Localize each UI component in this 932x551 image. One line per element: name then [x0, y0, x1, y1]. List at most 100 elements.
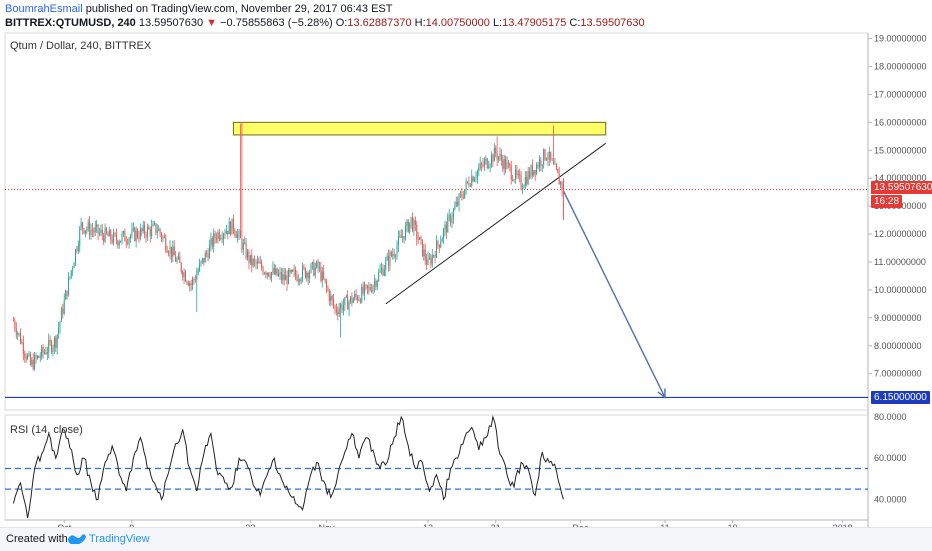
candle-body — [242, 242, 244, 250]
candle-body — [65, 290, 67, 300]
candle-body — [364, 284, 366, 294]
candle-body — [306, 272, 308, 278]
candle-body — [499, 153, 501, 157]
candle-body — [510, 166, 512, 180]
candle-body — [441, 238, 443, 243]
candle-body — [165, 237, 167, 251]
candle-body — [120, 240, 122, 243]
candle-body — [557, 169, 559, 173]
candle-body — [14, 320, 16, 329]
symbol-label: BITTREX:QTUMUSD, 240 — [5, 17, 136, 29]
change-arrow-icon: ▼ — [206, 17, 218, 29]
close-label: C: — [569, 17, 581, 29]
candle-body — [331, 295, 333, 300]
author-link[interactable]: BoumrahEsmail — [5, 3, 83, 15]
candle-body — [62, 308, 64, 314]
chart-title: Qtum / Dollar, 240, BITTREX — [10, 40, 152, 52]
candle-body — [358, 299, 360, 301]
candle-body — [337, 311, 339, 314]
candle-body — [90, 229, 92, 236]
candle-body — [179, 256, 181, 263]
candle-body — [451, 218, 453, 224]
candle-body — [223, 234, 225, 239]
candle-body — [94, 227, 96, 233]
candle-body — [245, 242, 247, 258]
candle-body — [66, 290, 68, 296]
candle-body — [296, 275, 298, 281]
candle-body — [32, 359, 34, 369]
candle-body — [46, 352, 48, 355]
candle-body — [254, 259, 256, 261]
candle-body — [496, 153, 498, 160]
high-value: 14.00750000 — [425, 17, 490, 29]
candle-body — [117, 240, 119, 246]
publish-line: BoumrahEsmail published on TradingView.c… — [5, 3, 392, 15]
candle-body — [142, 225, 144, 232]
candle-body — [553, 160, 555, 165]
candle-body — [225, 230, 227, 234]
candle-body — [266, 272, 268, 275]
candle-body — [216, 238, 218, 240]
candle-body — [392, 254, 394, 256]
candle-body — [149, 229, 151, 236]
candle-body — [251, 255, 253, 266]
candle-body — [520, 175, 522, 189]
candle-body — [530, 165, 532, 178]
candle-body — [407, 220, 409, 232]
price-tick-label: 8.00000000 — [874, 341, 922, 351]
tradingview-logo-icon[interactable] — [67, 532, 87, 549]
price-tick-label: 9.00000000 — [874, 313, 922, 323]
candle-body — [262, 268, 264, 274]
candle-body — [490, 154, 492, 165]
rsi-tick-label: 60.0000 — [874, 453, 907, 463]
candle-body — [438, 244, 440, 248]
candle-body — [400, 235, 402, 238]
candle-body — [286, 275, 288, 285]
candle-body — [381, 268, 383, 271]
candle-body — [433, 255, 435, 256]
candle-body — [495, 147, 497, 154]
price-tick-label: 16.00000000 — [874, 117, 927, 127]
candle-body — [155, 223, 157, 233]
candle-body — [213, 233, 215, 247]
candle-body — [163, 236, 165, 238]
candle-body — [309, 272, 311, 279]
candle-body — [431, 255, 433, 265]
candle-body — [375, 281, 377, 287]
candle-body — [476, 171, 478, 178]
candle-body — [271, 272, 273, 278]
candle-body — [91, 229, 93, 231]
candle-body — [152, 224, 154, 227]
candle-body — [304, 268, 306, 278]
candle-body — [522, 188, 524, 189]
support-trendline — [385, 142, 607, 305]
candle-body — [310, 264, 312, 273]
candle-body — [114, 232, 116, 235]
candle-body — [423, 249, 425, 256]
time-tick-label: 9 — [129, 523, 134, 527]
tradingview-brand-link[interactable]: TradingView — [89, 533, 150, 545]
target-price-tag: 6.15000000 — [871, 391, 930, 404]
candle-body — [79, 228, 81, 246]
candle-body — [366, 285, 368, 289]
candle-body — [24, 353, 26, 357]
chart-canvas[interactable]: 19.00000000 18.00000000 17.00000000 16.0000… — [0, 30, 932, 527]
candle-body — [230, 222, 232, 235]
candle-body — [258, 261, 260, 264]
candle-body — [100, 229, 102, 233]
candle-body — [444, 224, 446, 230]
candle-body — [447, 216, 449, 233]
price-change: −0.75855863 (−5.28%) — [220, 17, 333, 29]
candle-body — [182, 271, 184, 278]
candle-body — [278, 273, 280, 276]
candle-body — [303, 266, 305, 269]
candle-body — [538, 159, 540, 168]
candle-body — [550, 151, 552, 160]
candle-body — [156, 230, 158, 233]
candle-body — [80, 222, 82, 229]
candle-body — [467, 181, 469, 183]
candle-body — [76, 249, 78, 251]
candle-body — [252, 259, 254, 266]
candle-body — [261, 262, 263, 269]
candle-body — [454, 206, 456, 210]
